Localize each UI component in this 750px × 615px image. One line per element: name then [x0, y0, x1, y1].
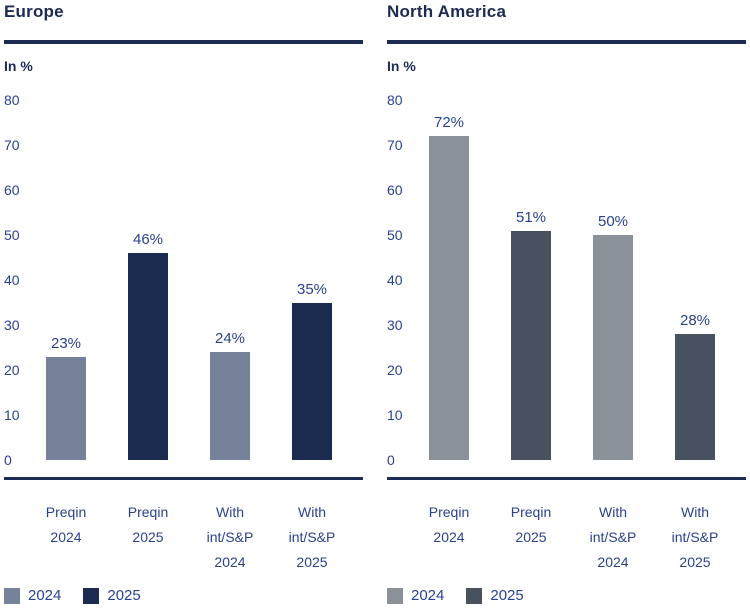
bar-group: 51%: [511, 208, 551, 460]
bar-group: 72%: [429, 114, 469, 460]
y-tick: 20: [387, 362, 403, 378]
legend-swatch-2024: [4, 587, 20, 604]
bar-group: 35%: [292, 280, 332, 460]
x-category-line: Preqin: [510, 504, 552, 520]
y-tick: 50: [4, 227, 20, 243]
x-category-line: 2024: [433, 529, 465, 545]
y-tick: 0: [387, 452, 395, 468]
x-category-line: int/S&P: [589, 529, 637, 545]
bar: [128, 253, 168, 460]
legend: 2024 2025: [387, 587, 524, 604]
y-axis-unit-label: In %: [4, 58, 33, 74]
y-tick: 60: [387, 182, 403, 198]
x-category-line: With: [599, 504, 627, 520]
x-category-line: 2024: [597, 554, 629, 570]
x-category-line: 2024: [214, 554, 246, 570]
legend-swatch-2025: [466, 587, 483, 604]
x-category-line: 2024: [50, 529, 82, 545]
x-axis-line: [4, 477, 363, 480]
x-axis-line: [387, 477, 746, 480]
x-category-line: With: [298, 504, 326, 520]
legend-item: 2024: [4, 587, 61, 604]
bar-value-label: 35%: [296, 280, 328, 298]
y-tick: 70: [4, 137, 20, 153]
chart-title: Europe: [4, 2, 64, 21]
bar-group: 24%: [210, 330, 250, 460]
bar-group: 50%: [593, 213, 633, 460]
x-category-line: int/S&P: [671, 529, 719, 545]
y-tick: 30: [387, 317, 403, 333]
y-tick: 70: [387, 137, 403, 153]
x-category-line: 2025: [296, 554, 328, 570]
bar: [292, 302, 332, 460]
y-tick: 40: [387, 272, 403, 288]
x-category-line: 2025: [515, 529, 547, 545]
x-category-line: With: [216, 504, 244, 520]
legend-swatch-2025: [83, 587, 100, 604]
bar: [511, 230, 551, 460]
bar-value-label: 72%: [433, 114, 465, 131]
x-category-line: int/S&P: [206, 529, 254, 545]
x-category-line: Preqin: [127, 504, 169, 520]
legend: 2024 2025: [4, 587, 141, 604]
y-axis-unit-label: In %: [387, 58, 416, 74]
bar-group: 23%: [46, 334, 86, 460]
legend-label: 2025: [490, 587, 524, 604]
legend-item: 2025: [83, 587, 141, 604]
y-tick: 60: [4, 182, 20, 198]
plot-area: 80 70 60 50 40 30 20 10 0 23% 46% 24% 35…: [4, 92, 363, 468]
bar-value-label: 23%: [50, 334, 82, 352]
y-tick: 50: [387, 227, 403, 243]
x-category-label: Preqin 2024: [24, 500, 108, 550]
bar: [429, 136, 469, 460]
bar-group: 28%: [675, 312, 715, 460]
x-category-line: 2025: [132, 529, 164, 545]
legend-label: 2025: [107, 587, 141, 604]
x-category-label: Preqin 2024: [407, 500, 491, 550]
bar-value-label: 51%: [515, 208, 547, 226]
x-category-line: 2025: [679, 554, 711, 570]
x-category-label: Preqin 2025: [489, 500, 573, 550]
x-category-label: With int/S&P 2024: [188, 500, 272, 575]
x-category-label: With int/S&P 2025: [653, 500, 737, 575]
legend-label: 2024: [411, 587, 445, 604]
title-underline: [4, 40, 363, 44]
bar: [675, 334, 715, 460]
legend-label: 2024: [28, 587, 62, 604]
chart-panel-north-america: North America In % 80 70 60 50 40 30 20 …: [387, 0, 746, 615]
x-category-line: Preqin: [45, 504, 87, 520]
bar-value-label: 46%: [132, 231, 164, 248]
y-tick: 10: [4, 407, 20, 423]
legend-swatch-2024: [387, 587, 403, 604]
title-underline: [387, 40, 746, 44]
y-tick: 40: [4, 272, 20, 288]
x-category-line: Preqin: [428, 504, 470, 520]
y-tick: 10: [387, 407, 403, 423]
bar-group: 46%: [128, 231, 168, 460]
x-category-label: With int/S&P 2025: [270, 500, 354, 575]
y-tick: 20: [4, 362, 20, 378]
chart-title: North America: [387, 2, 507, 21]
legend-item: 2024: [387, 587, 444, 604]
y-tick: 30: [4, 317, 20, 333]
bar-value-label: 28%: [679, 312, 711, 329]
bar-value-label: 50%: [597, 213, 629, 230]
plot-area: 80 70 60 50 40 30 20 10 0 72% 51% 50% 28…: [387, 92, 746, 468]
chart-panel-europe: Europe In % 80 70 60 50 40 30 20 10 0 23…: [4, 0, 363, 615]
bar: [46, 356, 86, 460]
bar: [593, 235, 633, 460]
bar-value-label: 24%: [214, 330, 246, 347]
x-category-line: int/S&P: [288, 529, 336, 545]
x-category-label: Preqin 2025: [106, 500, 190, 550]
y-tick: 80: [387, 92, 403, 108]
bar: [210, 352, 250, 460]
y-tick: 0: [4, 452, 12, 468]
legend-item: 2025: [466, 587, 524, 604]
y-tick: 80: [4, 92, 20, 108]
x-category-label: With int/S&P 2024: [571, 500, 655, 575]
x-category-line: With: [681, 504, 709, 520]
